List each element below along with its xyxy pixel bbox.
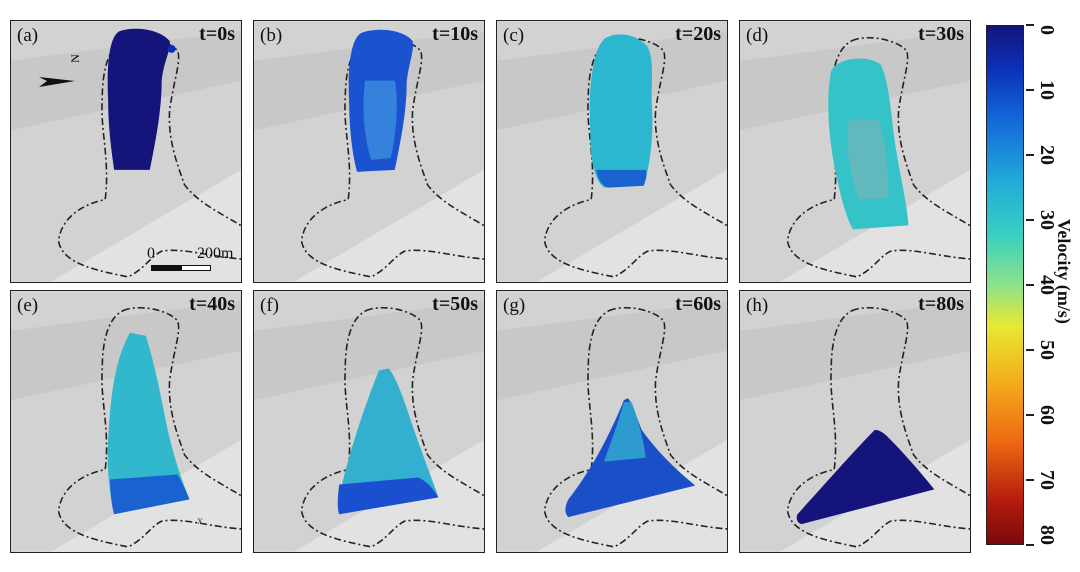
map-c — [497, 21, 727, 282]
colorbar-tick-label: 10 — [1036, 80, 1058, 100]
colorbar-tick — [1026, 284, 1034, 286]
panel-time: t=40s — [189, 293, 235, 315]
north-label: N — [67, 54, 82, 63]
scale-start: 0 — [147, 245, 155, 262]
colorbar-tick-label: 50 — [1036, 340, 1058, 360]
scale-end: 200m — [197, 245, 234, 262]
map-e — [11, 291, 241, 552]
panel-label: (h) — [746, 295, 769, 316]
colorbar-tick-label: 70 — [1036, 470, 1058, 490]
colorbar-tick — [1026, 414, 1034, 416]
colorbar-tick — [1026, 24, 1034, 26]
panel-time: t=80s — [918, 293, 964, 315]
colorbar-tick-label: 20 — [1036, 145, 1058, 165]
panel-label: (g) — [503, 295, 526, 316]
marker-label: x — [197, 513, 203, 527]
panel-b: (b) t=10s — [253, 20, 485, 283]
colorbar-tick — [1026, 154, 1034, 156]
colorbar-tick — [1026, 479, 1034, 481]
panel-time: t=10s — [432, 23, 478, 45]
map-d — [740, 21, 970, 282]
panel-e: (e) t=40s x — [10, 290, 242, 553]
panel-d: (d) t=30s — [739, 20, 971, 283]
colorbar-tick-label: 30 — [1036, 210, 1058, 230]
north-arrow-icon — [39, 77, 75, 87]
map-f — [254, 291, 484, 552]
panel-time: t=60s — [675, 293, 721, 315]
panel-label: (a) — [17, 25, 39, 46]
panel-h: (h) t=80s — [739, 290, 971, 553]
colorbar-tick-label: 80 — [1036, 525, 1058, 545]
colorbar-tick — [1026, 219, 1034, 221]
panel-label: (d) — [746, 25, 769, 46]
panel-g: (g) t=60s — [496, 290, 728, 553]
colorbar-tick — [1026, 349, 1034, 351]
colorbar-tick-label: 0 — [1036, 25, 1058, 35]
panel-time: t=20s — [675, 23, 721, 45]
panel-time: t=30s — [918, 23, 964, 45]
colorbar-tick — [1026, 89, 1034, 91]
colorbar-tick-label: 60 — [1036, 405, 1058, 425]
map-a — [11, 21, 241, 282]
panel-label: (f) — [260, 295, 279, 316]
panel-label: (c) — [503, 25, 525, 46]
panel-time: t=0s — [199, 23, 235, 45]
colorbar-tick — [1026, 544, 1034, 546]
colorbar-title: Velocity (m/s) — [1054, 219, 1074, 324]
colorbar-tick-label: 40 — [1036, 275, 1058, 295]
panel-time: t=50s — [432, 293, 478, 315]
map-b — [254, 21, 484, 282]
panel-f: (f) t=50s — [253, 290, 485, 553]
map-g — [497, 291, 727, 552]
panel-c: (c) t=20s — [496, 20, 728, 283]
panel-a: (a) t=0s N 0 200m — [10, 20, 242, 283]
map-h — [740, 291, 970, 552]
velocity-colorbar — [986, 25, 1024, 545]
panel-label: (e) — [17, 295, 39, 316]
panel-label: (b) — [260, 25, 283, 46]
